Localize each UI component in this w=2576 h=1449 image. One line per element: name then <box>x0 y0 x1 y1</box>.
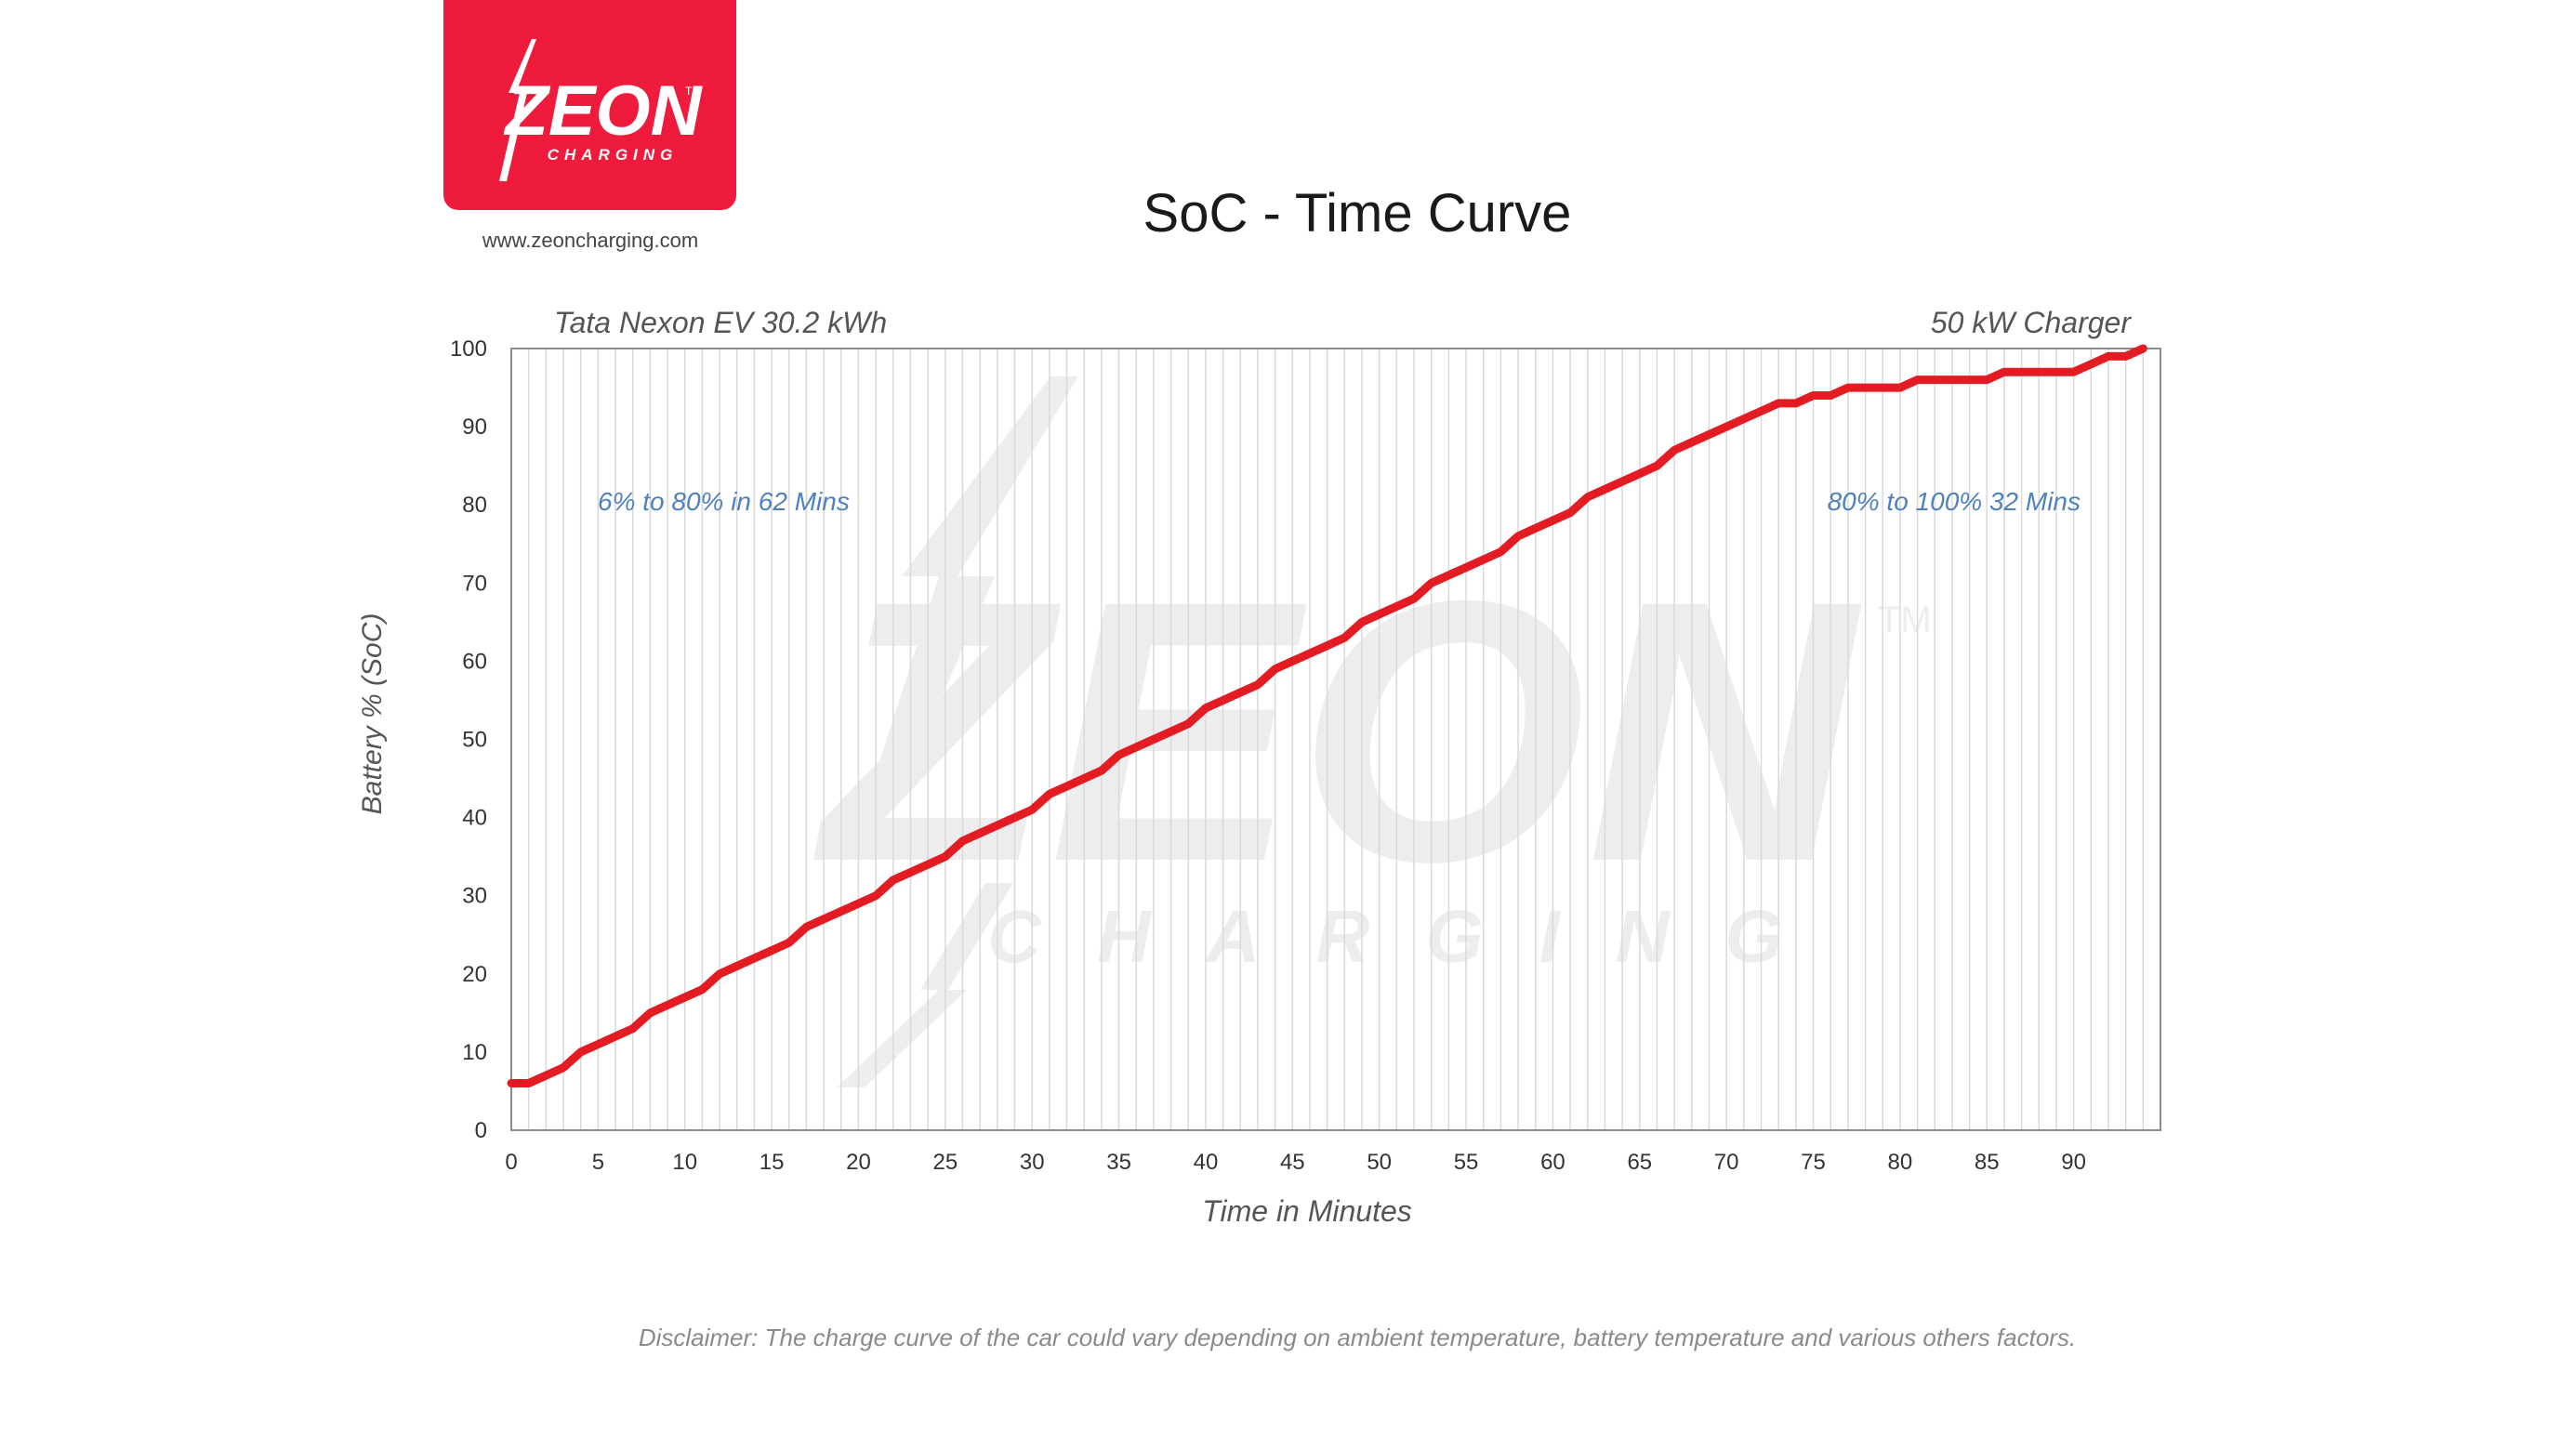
x-tick-label: 10 <box>672 1150 697 1175</box>
x-tick-label: 70 <box>1714 1150 1739 1175</box>
logo-trademark-text: TM <box>685 85 701 98</box>
y-tick-label: 30 <box>462 884 487 909</box>
y-tick-label: 20 <box>462 962 487 987</box>
y-tick-label: 90 <box>462 415 487 440</box>
x-tick-label: 20 <box>846 1150 871 1175</box>
x-tick-label: 55 <box>1454 1150 1479 1175</box>
y-tick-label: 100 <box>450 336 487 362</box>
chart-title: SoC - Time Curve <box>1143 183 1572 244</box>
watermark-subtitle-text: CHARGING <box>987 895 1839 978</box>
y-tick-label: 0 <box>475 1118 487 1143</box>
y-tick-label: 60 <box>462 649 487 674</box>
logo-subtitle-text: CHARGING <box>548 146 679 164</box>
annotation-right: 80% to 100% 32 Mins <box>1828 487 2081 516</box>
y-axis-ticks: 0 10 20 30 40 50 60 70 80 90 100 <box>450 336 487 1143</box>
plot-frame <box>510 348 2161 1131</box>
x-tick-label: 75 <box>1801 1150 1826 1175</box>
x-tick-label: 30 <box>1020 1150 1045 1175</box>
x-tick-label: 15 <box>760 1150 785 1175</box>
x-tick-label: 80 <box>1888 1150 1913 1175</box>
x-axis-ticks: 0 5 10 15 20 25 30 35 40 45 50 55 60 65 70 75 80 85 90 <box>505 1150 2086 1175</box>
chart-subtitle-right: 50 kW Charger <box>1931 306 2133 339</box>
x-tick-label: 25 <box>932 1150 958 1175</box>
x-tick-label: 90 <box>2061 1150 2086 1175</box>
watermark-trademark-text: TM <box>1878 599 1932 640</box>
x-tick-label: 40 <box>1194 1150 1219 1175</box>
x-tick-label: 5 <box>592 1150 604 1175</box>
logo-brand-text: ZEON <box>503 72 703 151</box>
y-axis-label: Battery % (SoC) <box>357 613 388 815</box>
x-tick-label: 85 <box>1975 1150 2000 1175</box>
x-tick-label: 65 <box>1627 1150 1652 1175</box>
y-tick-label: 80 <box>462 493 487 518</box>
y-tick-label: 40 <box>462 806 487 831</box>
x-tick-label: 0 <box>505 1150 517 1175</box>
soc-curve-line <box>507 344 2147 1087</box>
watermark-brand-text: ZEON <box>811 523 1866 939</box>
annotation-left: 6% to 80% in 62 Mins <box>598 487 850 516</box>
zeon-watermark: ZEON CHARGING TM <box>811 376 1932 1087</box>
x-tick-label: 45 <box>1280 1150 1305 1175</box>
x-tick-label: 35 <box>1106 1150 1131 1175</box>
x-tick-label: 60 <box>1540 1150 1565 1175</box>
x-tick-label: 50 <box>1367 1150 1392 1175</box>
vertical-gridlines <box>527 349 2145 1130</box>
website-link[interactable]: www.zeoncharging.com <box>482 229 699 252</box>
disclaimer-text: Disclaimer: The charge curve of the car … <box>638 1324 2077 1351</box>
chart-subtitle-left: Tata Nexon EV 30.2 kWh <box>554 306 887 339</box>
y-tick-label: 50 <box>462 728 487 753</box>
x-axis-label: Time in Minutes <box>1202 1194 1412 1228</box>
y-tick-label: 10 <box>462 1040 487 1065</box>
y-tick-label: 70 <box>462 571 487 596</box>
lightning-bolt-icon: ZEON TM CHARGING <box>499 39 704 181</box>
zeon-logo: ZEON TM CHARGING <box>443 0 736 210</box>
